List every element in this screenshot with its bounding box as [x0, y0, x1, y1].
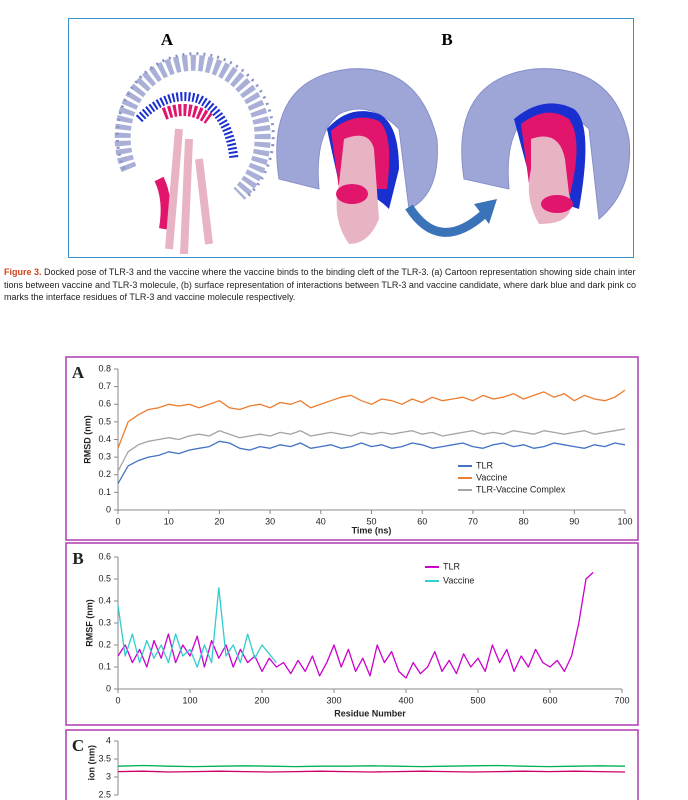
caption-label: Figure 3. [4, 267, 42, 277]
legend-label: Vaccine [476, 472, 507, 482]
caption-line: tions between vaccine and TLR-3 molecule… [4, 279, 637, 290]
y-tick-label: 0.3 [98, 452, 111, 462]
legend-label: Vaccine [443, 575, 474, 585]
caption-text: Docked pose of TLR-3 and the vaccine whe… [44, 267, 636, 277]
panel-label: B [441, 30, 452, 49]
legend-label: TLR [476, 460, 494, 470]
y-tick-label: 0.2 [98, 639, 111, 649]
panel-frame [65, 542, 639, 726]
y-tick-label: 0 [106, 683, 111, 693]
caption-line: Figure 3. Docked pose of TLR-3 and the v… [4, 266, 688, 279]
x-axis-title: Residue Number [334, 708, 406, 718]
x-tick-label: 50 [366, 516, 376, 526]
y-tick-label: 0.1 [98, 487, 111, 497]
y-tick-label: 0.6 [98, 551, 111, 561]
surface-structure [276, 68, 438, 244]
x-tick-label: 70 [468, 516, 478, 526]
figure-art: A B [114, 30, 631, 255]
x-tick-label: 20 [214, 516, 224, 526]
x-tick-label: 400 [398, 695, 413, 705]
panel-label: B [72, 549, 83, 568]
y-tick-label: 0.5 [98, 573, 111, 583]
arrow [405, 204, 487, 237]
caption-line: marks the interface residues of TLR-3 an… [4, 292, 296, 302]
panel-label: A [161, 30, 174, 49]
figure-caption: Figure 3. Docked pose of TLR-3 and the v… [4, 266, 688, 304]
series-line [117, 440, 626, 484]
y-tick-label: 3 [106, 771, 111, 781]
panel-label: A [72, 363, 85, 382]
x-tick-label: 100 [617, 516, 632, 526]
x-tick-label: 0 [115, 695, 120, 705]
x-tick-label: 300 [326, 695, 341, 705]
surface-structure [461, 68, 631, 224]
x-tick-label: 10 [164, 516, 174, 526]
y-tick-label: 4 [106, 735, 111, 745]
y-tick-label: 0.4 [98, 595, 111, 605]
legend-label: TLR [443, 561, 461, 571]
y-tick-label: 0.6 [98, 399, 111, 409]
series-line [117, 428, 626, 472]
x-tick-label: 0 [115, 516, 120, 526]
y-axis-title: ion (nm) [86, 745, 96, 781]
series-line [117, 764, 626, 768]
x-tick-label: 500 [470, 695, 485, 705]
x-tick-label: 90 [569, 516, 579, 526]
y-tick-label: 0.1 [98, 661, 111, 671]
y-tick-label: 0.7 [98, 381, 111, 391]
y-tick-label: 0.5 [98, 416, 111, 426]
legend-label: TLR-Vaccine Complex [476, 484, 566, 494]
y-tick-label: 0.8 [98, 363, 111, 373]
y-tick-label: 0.2 [98, 469, 111, 479]
y-axis-title: RMSD (nm) [82, 415, 92, 464]
y-tick-label: 3.5 [98, 753, 111, 763]
cartoon-structure [114, 52, 275, 255]
y-tick-label: 2.5 [98, 789, 111, 799]
x-tick-label: 40 [316, 516, 326, 526]
y-tick-label: 0.3 [98, 617, 111, 627]
y-axis-title: RMSF (nm) [84, 599, 94, 647]
x-tick-label: 700 [614, 695, 629, 705]
arrow-head [474, 199, 497, 224]
x-tick-label: 200 [254, 695, 269, 705]
panel-frame [65, 356, 639, 541]
series-line [117, 389, 626, 449]
panel-label: C [72, 736, 84, 755]
x-tick-label: 80 [519, 516, 529, 526]
series-line [117, 770, 626, 773]
x-tick-label: 100 [182, 695, 197, 705]
x-tick-label: 60 [417, 516, 427, 526]
panel-frame [65, 729, 639, 800]
x-tick-label: 600 [542, 695, 557, 705]
figure-3-image: A B [68, 18, 634, 258]
x-axis-title: Time (ns) [352, 525, 392, 535]
y-tick-label: 0.4 [98, 434, 111, 444]
x-tick-label: 30 [265, 516, 275, 526]
series-line [117, 587, 277, 668]
y-tick-label: 0 [106, 504, 111, 514]
series-line [117, 571, 594, 679]
